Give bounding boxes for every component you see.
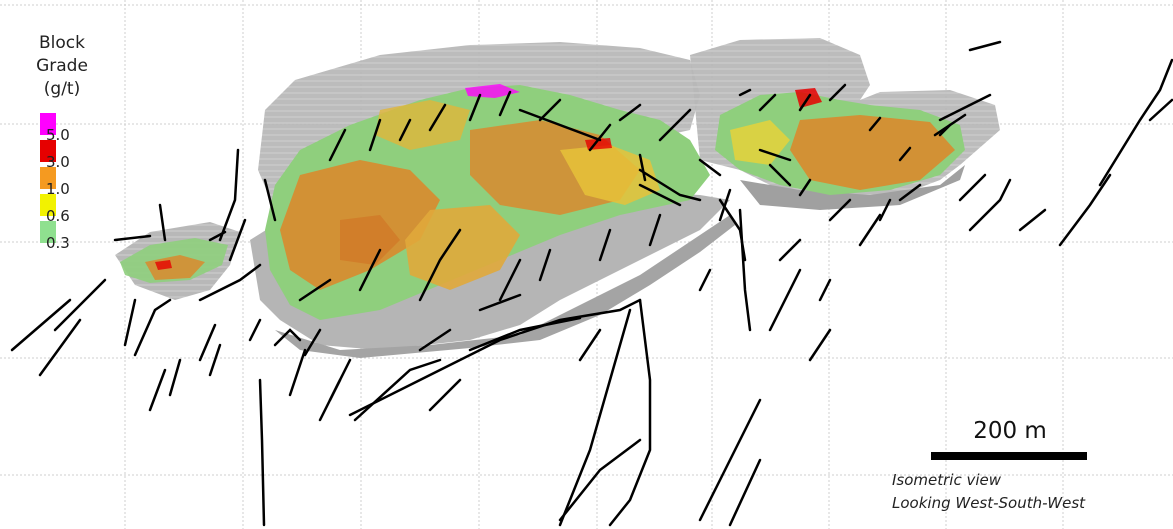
legend-label-3-0: 3.0 bbox=[46, 153, 70, 171]
legend-label-1-0: 1.0 bbox=[46, 180, 70, 198]
view-caption-line-1: Isometric view bbox=[892, 471, 1002, 489]
legend-title-line-2: Grade bbox=[36, 56, 88, 76]
grade-surface bbox=[120, 84, 965, 320]
legend-title-line-1: Block bbox=[39, 33, 85, 53]
scale-bar-label: 200 m bbox=[973, 418, 1047, 444]
grade-legend: Block Grade (g/t) 5.0 3.0 1.0 0.6 0.3 bbox=[0, 0, 110, 260]
drillhole-traces bbox=[10, 40, 1173, 527]
legend-swatch-0-3 bbox=[40, 221, 56, 243]
legend-swatch-1-0 bbox=[40, 167, 56, 189]
legend-label-0-3: 0.3 bbox=[46, 234, 70, 252]
scale-bar bbox=[931, 452, 1087, 460]
legend-swatch-0-6 bbox=[40, 194, 56, 216]
legend-swatch-5-0 bbox=[40, 113, 56, 135]
legend-title-line-3: (g/t) bbox=[43, 79, 81, 99]
legend-label-0-6: 0.6 bbox=[46, 207, 70, 225]
view-caption-line-2: Looking West-South-West bbox=[892, 494, 1086, 512]
legend-swatch-3-0 bbox=[40, 140, 56, 162]
legend-label-5-0: 5.0 bbox=[46, 126, 70, 144]
